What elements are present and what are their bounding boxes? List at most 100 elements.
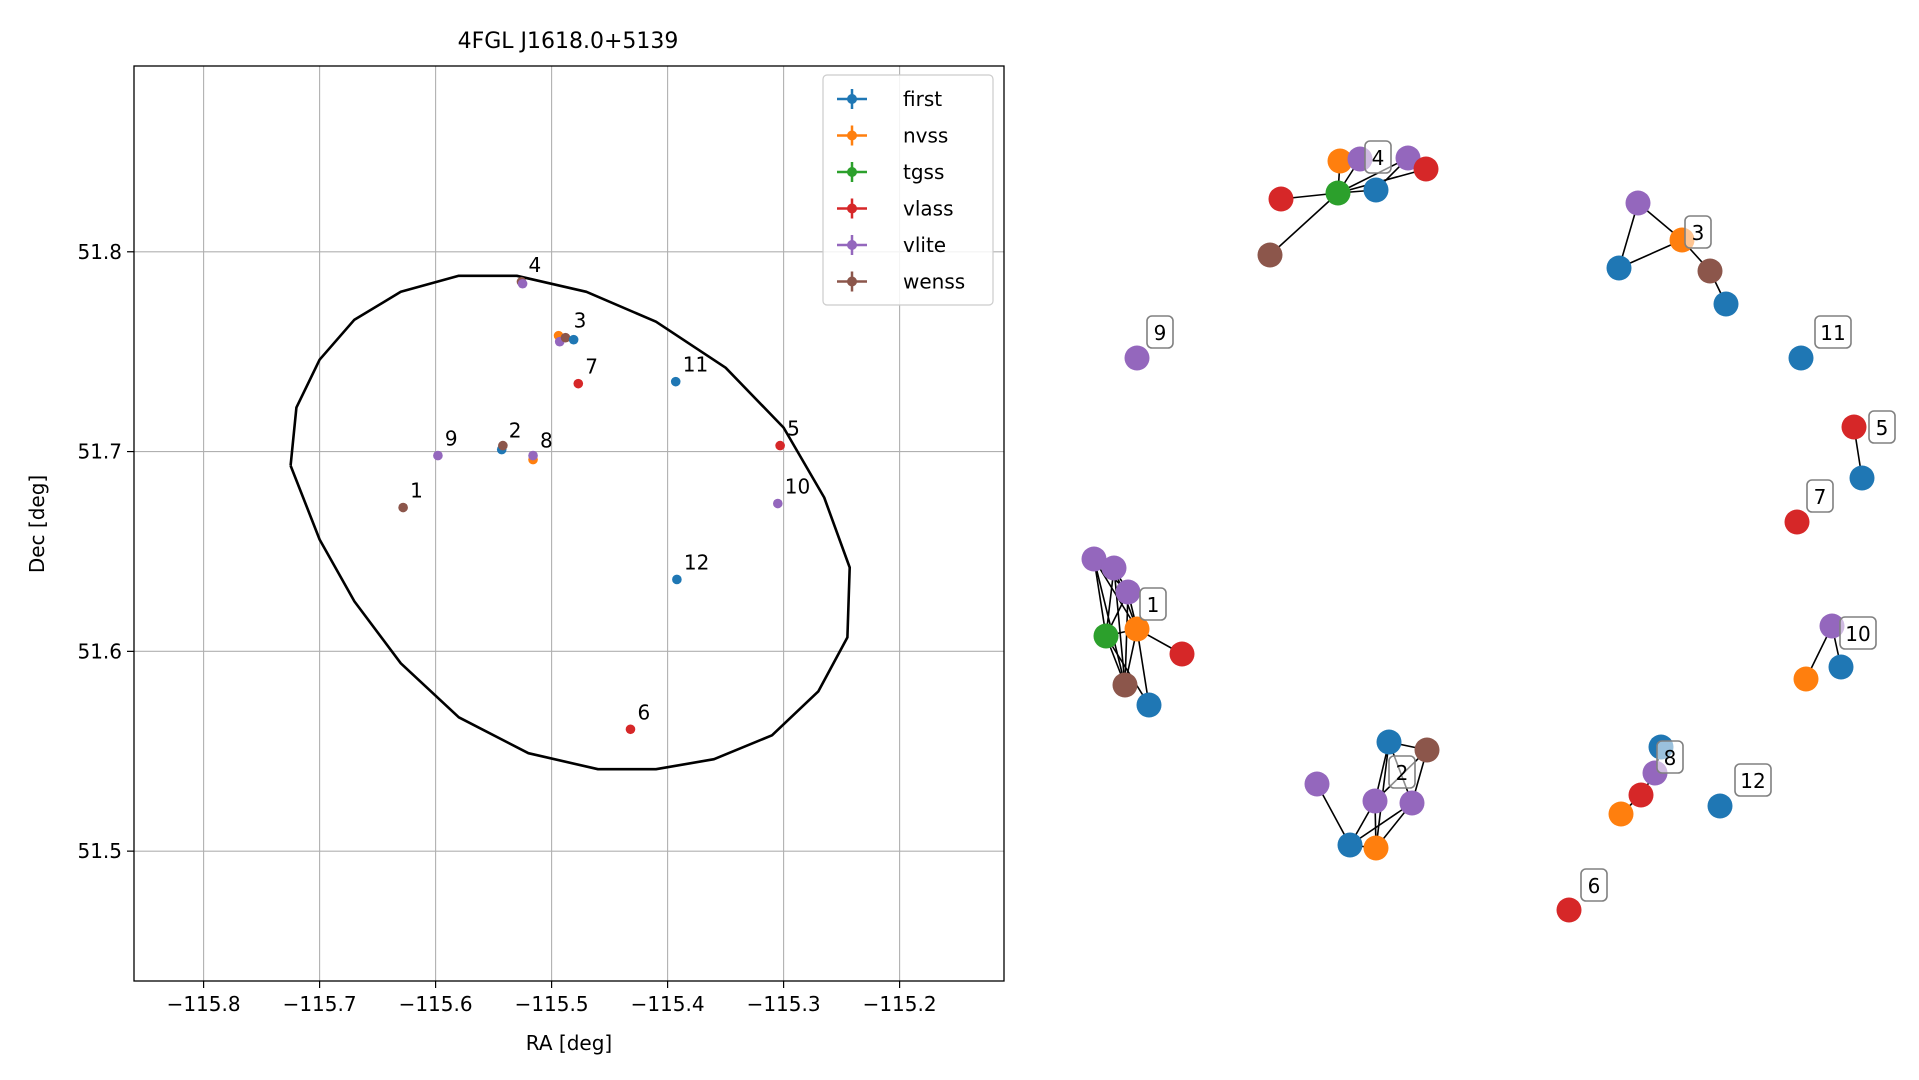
- network-label-text: 5: [1876, 416, 1889, 440]
- y-axis-ticks: 51.5 51.6 51.7 51.8: [77, 240, 134, 863]
- network-label-4: 4: [1364, 140, 1392, 174]
- network-label-1: 1: [1139, 587, 1167, 621]
- network-edge: [1269, 192, 1339, 256]
- network-node-nvss: [1608, 801, 1634, 827]
- network-edge: [1113, 567, 1126, 686]
- source-label-3: 3: [574, 309, 587, 333]
- x-tick-label: −115.7: [283, 992, 357, 1016]
- network-node-vlass: [1841, 414, 1867, 440]
- network-node-first: [1849, 465, 1875, 491]
- point-wenss: [498, 440, 508, 451]
- network-label-box: [1734, 763, 1772, 797]
- network-label-box: [1580, 868, 1608, 902]
- network-node-vlass: [1784, 509, 1810, 535]
- point-first: [568, 334, 579, 345]
- network-label-text: 10: [1845, 622, 1870, 646]
- source-label-10: 10: [785, 475, 810, 499]
- source-label-6: 6: [637, 700, 650, 724]
- plot-frame: [133, 65, 1005, 982]
- network-label-box: [1388, 755, 1416, 789]
- source-label-1: 1: [410, 479, 423, 503]
- source-label-12: 12: [684, 550, 709, 574]
- network-edge: [1136, 628, 1150, 706]
- network-label-10: 10: [1839, 616, 1877, 650]
- point-vlass: [625, 724, 636, 735]
- legend-label-wenss: wenss: [903, 270, 965, 294]
- network-label-12: 12: [1734, 763, 1772, 797]
- network-label-box: [1839, 616, 1877, 650]
- point-first: [672, 574, 682, 585]
- network-node-vlass: [1268, 186, 1294, 212]
- network-label-text: 1: [1147, 593, 1160, 617]
- x-tick-label: −115.8: [167, 992, 241, 1016]
- network-node-nvss: [1124, 616, 1150, 642]
- network-node-wenss: [1697, 258, 1723, 284]
- data-points: [398, 276, 785, 735]
- network-label-5: 5: [1868, 410, 1896, 444]
- y-tick-label: 51.8: [77, 240, 122, 264]
- legend-marker-dot: [847, 130, 857, 141]
- network-label-3: 3: [1684, 215, 1712, 249]
- x-tick-label: −115.6: [399, 992, 473, 1016]
- network-node-vlite: [1124, 345, 1150, 371]
- grid-lines: [134, 66, 1004, 981]
- network-node-nvss: [1793, 666, 1819, 692]
- network-label-text: 11: [1820, 321, 1845, 345]
- point-wenss: [398, 502, 408, 513]
- network-node-first: [1376, 729, 1402, 755]
- network-label-9: 9: [1146, 315, 1174, 349]
- network-label-2: 2: [1388, 755, 1416, 789]
- x-tick-label: −115.2: [863, 992, 937, 1016]
- network-node-first: [1363, 177, 1389, 203]
- point-vlite: [773, 498, 783, 509]
- y-tick-label: 51.6: [77, 639, 122, 663]
- network-label-text: 4: [1372, 146, 1385, 170]
- legend-marker-dot: [847, 167, 857, 177]
- network-label-text: 7: [1814, 485, 1827, 509]
- network-node-first: [1828, 654, 1854, 680]
- y-tick-label: 51.5: [77, 839, 122, 863]
- network-node-vlass: [1413, 156, 1439, 182]
- network-label-box: [1814, 315, 1852, 349]
- network-node-tgss: [1093, 623, 1119, 649]
- network-node-vlite: [1362, 788, 1388, 814]
- network-edge: [1093, 558, 1126, 686]
- legend-marker-dot: [847, 240, 857, 250]
- network-label-box: [1656, 740, 1684, 774]
- network-node-vlite: [1625, 190, 1651, 216]
- network-nodes: [1081, 145, 1875, 923]
- network-label-box: [1684, 215, 1712, 249]
- network-node-vlite: [1395, 145, 1421, 171]
- x-axis-ticks: −115.8 −115.7 −115.6 −115.5 −115.4 −115.3 −115…: [167, 981, 937, 1016]
- network-node-vlass: [1628, 782, 1654, 808]
- source-label-8: 8: [540, 429, 553, 453]
- network-label-box: [1868, 410, 1896, 444]
- legend-marker-dot: [847, 203, 857, 214]
- x-axis-label: RA [deg]: [526, 1031, 612, 1055]
- network-node-vlite: [1081, 546, 1107, 572]
- network-label-text: 2: [1396, 761, 1409, 785]
- network-node-wenss: [1257, 242, 1283, 268]
- network-edge: [1093, 558, 1107, 637]
- localization-ellipse: [289, 274, 852, 771]
- network-edge: [1337, 157, 1409, 194]
- point-vlite: [433, 450, 443, 461]
- point-first: [670, 376, 681, 387]
- legend: first nvss tgss vlass vlite wenss: [822, 74, 994, 306]
- network-label-text: 9: [1154, 321, 1167, 345]
- point-vlass: [573, 378, 584, 389]
- network-node-nvss: [1363, 835, 1389, 861]
- network-label-box: [1139, 587, 1167, 621]
- point-vlite: [517, 278, 528, 289]
- source-label-7: 7: [585, 355, 598, 379]
- legend-label-nvss: nvss: [903, 124, 948, 148]
- network-label-box: [1806, 479, 1834, 513]
- legend-marker-dot: [847, 276, 857, 287]
- network-node-first: [1606, 255, 1632, 281]
- legend-label-vlass: vlass: [903, 197, 954, 221]
- source-label-2: 2: [509, 419, 522, 443]
